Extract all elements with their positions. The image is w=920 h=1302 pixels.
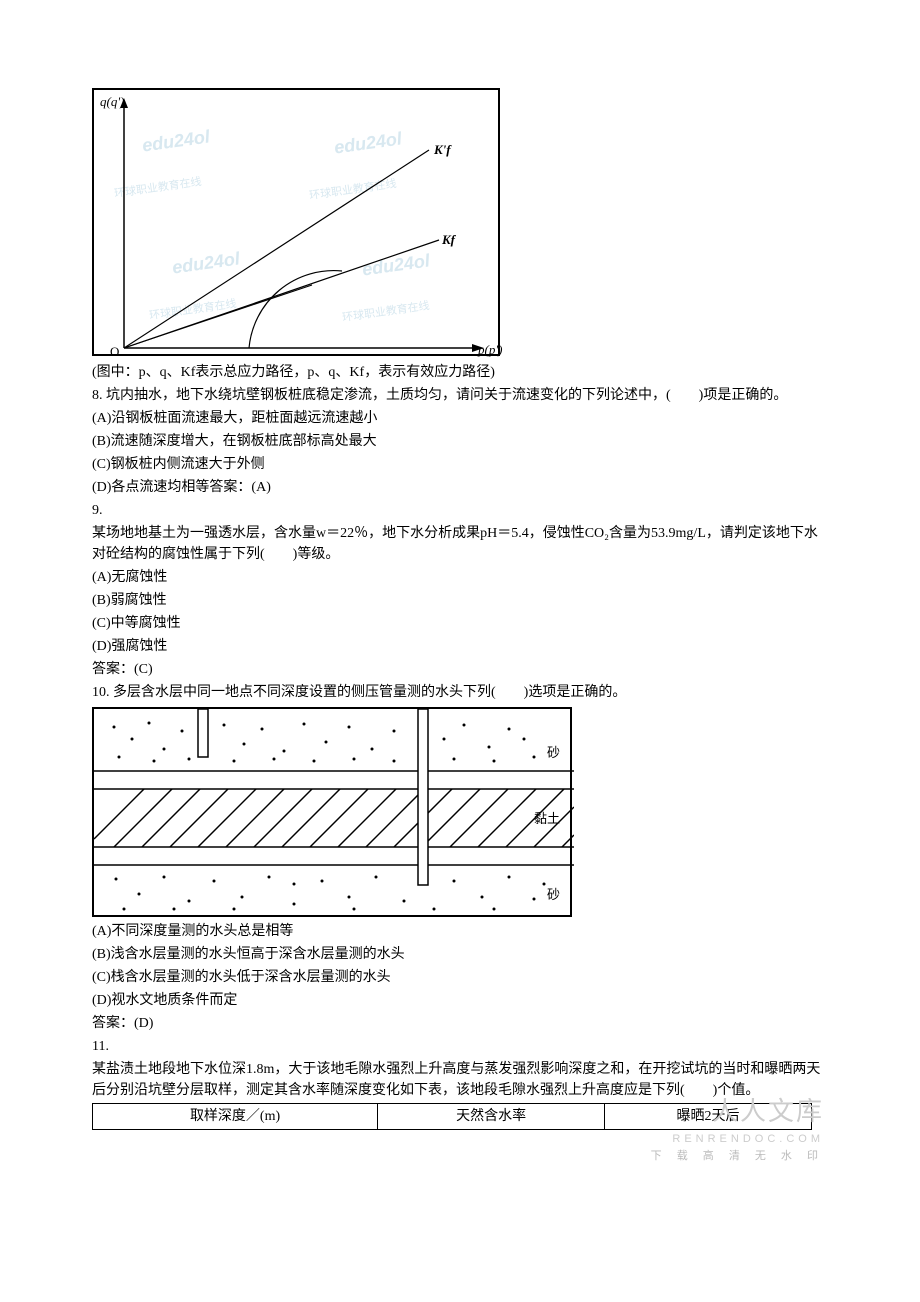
q10-optA: (A)不同深度量测的水头总是相等: [92, 921, 828, 942]
origin-label: O: [110, 342, 119, 362]
q8-optB: (B)流速随深度增大，在钢板桩底部标高处最大: [92, 431, 828, 452]
q11-table: 取样深度／(m) 天然含水率 曝晒2天后: [92, 1103, 812, 1130]
aquifer-svg: [94, 709, 574, 919]
q10-optC: (C)栈含水层量测的水头低于深含水层量测的水头: [92, 967, 828, 988]
q10-optB: (B)浅含水层量测的水头恒高于深含水层量测的水头: [92, 944, 828, 965]
q9-ans: 答案：(C): [92, 659, 828, 680]
q9-stem: 某场地地基土为一强透水层，含水量w＝22％，地下水分析成果pH＝5.4，侵蚀性C…: [92, 523, 828, 565]
q8-optD: (D)各点流速均相等答案：(A): [92, 477, 828, 498]
q9-optA: (A)无腐蚀性: [92, 567, 828, 588]
q11-stem: 某盐渍土地段地下水位深1.8m，大于该地毛隙水强烈上升高度与蒸发强烈影响深度之和…: [92, 1059, 828, 1101]
clay-label: 黏土: [534, 809, 560, 829]
stress-path-svg: [94, 90, 502, 358]
q8-optC: (C)钢板桩内侧流速大于外侧: [92, 454, 828, 475]
stress-path-figure: edu24ol 环球职业教育在线 edu24ol 环球职业教育在线 edu24o…: [92, 88, 500, 356]
q9-optD: (D)强腐蚀性: [92, 636, 828, 657]
table-header: 取样深度／(m): [93, 1104, 378, 1130]
kf-prime-label: K'f: [434, 140, 451, 160]
q8-optA: (A)沿钢板桩面流速最大，距桩面越远流速越小: [92, 408, 828, 429]
q9-optB: (B)弱腐蚀性: [92, 590, 828, 611]
q10-optD: (D)视水文地质条件而定: [92, 990, 828, 1011]
q8-stem: 8. 坑内抽水，地下水绕坑壁钢板桩底稳定渗流，土质均匀，请问关于流速变化的下列论…: [92, 385, 828, 406]
watermark-line3: 下 载 高 清 无 水 印: [651, 1148, 824, 1165]
kf-label: Kf: [442, 230, 455, 250]
q9-num: 9.: [92, 500, 828, 521]
sand-label-1: 砂: [547, 743, 560, 763]
y-axis-label: q(q'): [100, 92, 124, 112]
watermark-line2: RENRENDOC.COM: [651, 1131, 824, 1148]
q9-optC: (C)中等腐蚀性: [92, 613, 828, 634]
x-axis-label: p(p'): [478, 340, 502, 360]
q10-stem: 10. 多层含水层中同一地点不同深度设置的侧压管量测的水头下列( )选项是正确的…: [92, 682, 828, 703]
table-header: 天然含水率: [378, 1104, 605, 1130]
aquifer-figure: 砂 黏土 砂: [92, 707, 572, 917]
q11-num: 11.: [92, 1036, 828, 1057]
table-header: 曝晒2天后: [605, 1104, 812, 1130]
sand-label-2: 砂: [547, 885, 560, 905]
figure1-caption: (图中：p、q、Kf表示总应力路径，p、q、Kf，表示有效应力路径): [92, 362, 828, 383]
q10-ans: 答案：(D): [92, 1013, 828, 1034]
table-row: 取样深度／(m) 天然含水率 曝晒2天后: [93, 1104, 812, 1130]
